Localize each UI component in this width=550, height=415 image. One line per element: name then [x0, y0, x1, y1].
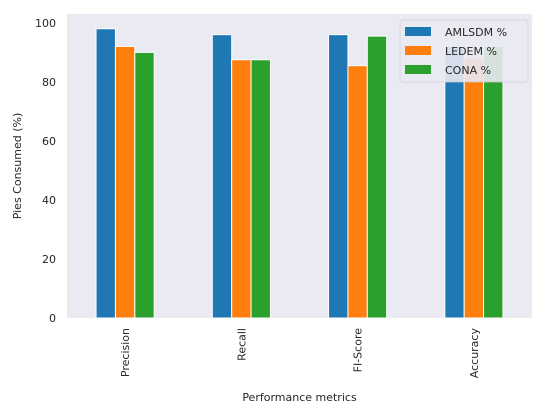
x-tick-label: Precision: [119, 328, 132, 377]
bar-amlsdm-accuracy: [444, 45, 465, 319]
bar-cona-fi-score: [366, 35, 388, 319]
bar-amlsdm-recall: [211, 34, 233, 319]
x-axis-ticks: Precision Recall FI-Score Accuracy: [119, 328, 481, 379]
legend-swatch: [405, 46, 431, 55]
bar-ledem-fi-score: [347, 65, 368, 319]
y-tick-label: 0: [49, 312, 56, 325]
x-axis-label: Performance metrics: [242, 391, 357, 404]
legend-swatch: [405, 65, 431, 74]
legend: AMLSDM % LEDEM % CONA %: [399, 19, 529, 83]
x-tick-label: Recall: [235, 328, 248, 361]
bar-ledem-precision: [114, 45, 136, 319]
bars-group: [95, 28, 504, 319]
bar-cona-accuracy: [483, 45, 504, 319]
x-tick-label: FI-Score: [352, 328, 365, 373]
y-axis-ticks: 0 20 40 60 80 100: [35, 17, 56, 325]
y-tick-label: 20: [42, 253, 56, 266]
y-tick-label: 60: [42, 135, 56, 148]
legend-label: AMLSDM %: [445, 26, 507, 39]
y-tick-label: 100: [35, 17, 56, 30]
legend-label: CONA %: [445, 64, 491, 77]
bar-ledem-accuracy: [463, 57, 485, 319]
y-tick-label: 40: [42, 194, 56, 207]
bar-cona-precision: [134, 51, 155, 319]
x-tick-label: Accuracy: [468, 328, 481, 379]
y-tick-label: 80: [42, 76, 56, 89]
bar-cona-recall: [250, 59, 271, 319]
bar-ledem-recall: [231, 59, 252, 319]
legend-label: LEDEM %: [445, 45, 497, 58]
bar-amlsdm-fi-score: [328, 34, 349, 319]
legend-box: [399, 19, 529, 83]
legend-swatch: [405, 27, 431, 36]
y-axis-label: Pies Consumed (%): [11, 113, 24, 220]
bar-amlsdm-precision: [95, 28, 116, 319]
